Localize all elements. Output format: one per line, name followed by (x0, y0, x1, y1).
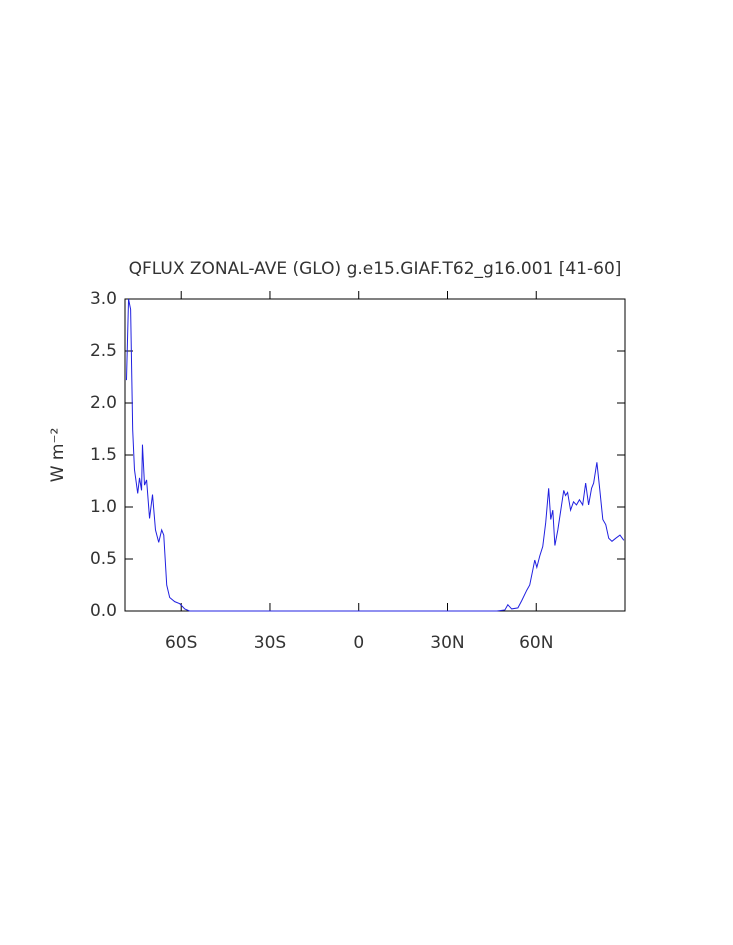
y-tick-label: 1.5 (90, 445, 117, 465)
chart-title: QFLUX ZONAL-AVE (GLO) g.e15.GIAF.T62_g16… (129, 259, 622, 279)
x-tick-label: 0 (353, 633, 364, 653)
y-tick-label: 0.5 (90, 549, 117, 569)
data-line (125, 298, 625, 612)
y-tick-label: 2.0 (90, 393, 117, 413)
x-tick-label: 30N (430, 633, 464, 653)
plot-frame (124, 298, 626, 612)
x-tick-label: 60S (165, 633, 197, 653)
y-axis-label: W m⁻² (48, 428, 68, 483)
y-tick-label: 0.0 (90, 601, 117, 621)
y-tick-label: 1.0 (90, 497, 117, 517)
x-tick-label: 30S (254, 633, 286, 653)
y-tick-label: 2.5 (90, 341, 117, 361)
y-tick-label: 3.0 (90, 289, 117, 309)
x-tick-label: 60N (519, 633, 553, 653)
